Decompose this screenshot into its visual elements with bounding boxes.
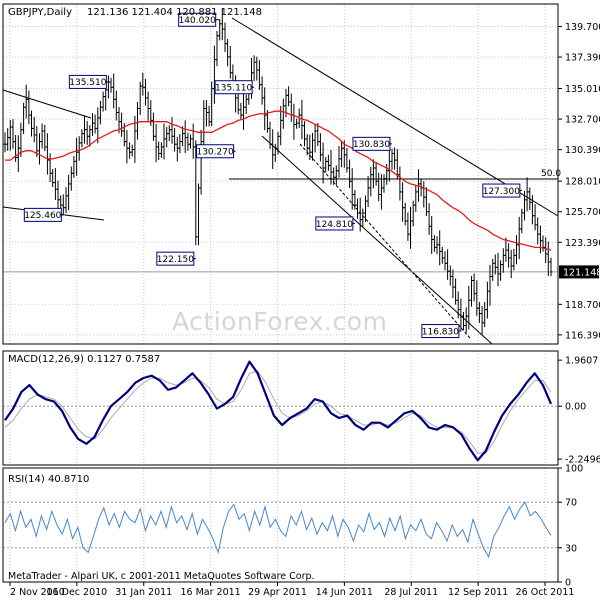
rsi-panel-title: RSI(14) 40.8710	[8, 474, 89, 485]
annotation-label: 135.110	[215, 84, 252, 94]
y-tick-label: 132.700	[565, 115, 600, 126]
x-tick-label: 2 Nov 2010	[10, 587, 65, 598]
y-tick-label: 123.390	[565, 238, 600, 249]
x-tick-label: 12 Sep 2011	[448, 587, 508, 598]
watermark: ActionForex.com	[172, 307, 387, 336]
y-tick-label: 118.700	[565, 300, 600, 311]
annotation-box	[178, 12, 217, 27]
price-panel-frame	[2, 3, 559, 345]
annotation-box	[482, 183, 521, 198]
x-tick-label: 14 Jun 2011	[316, 587, 373, 598]
annotation-label: 124.810	[316, 220, 353, 230]
x-tick-label: 31 Jan 2011	[115, 587, 172, 598]
macd-line	[4, 360, 553, 462]
y-tick-label: 125.700	[565, 207, 600, 218]
y-tick-label: 137.390	[565, 53, 600, 64]
annotation-label: 127.300	[483, 187, 520, 197]
annotation-box	[196, 144, 235, 159]
annotation-box	[23, 207, 62, 222]
y-tick-label: 135.010	[565, 84, 600, 95]
channel-lower-line	[261, 135, 493, 345]
fib-label: 50.0	[541, 169, 561, 179]
x-tick-label: 29 Apr 2011	[248, 587, 307, 598]
y-tick-label: 0	[565, 578, 571, 589]
macd-signal-line	[4, 370, 552, 454]
last-price-box	[559, 265, 599, 279]
last-price-label: 121.148	[563, 267, 600, 278]
annotation-box	[421, 324, 460, 339]
y-tick-label: 0.00	[565, 402, 586, 413]
y-tick-label: 100	[565, 464, 583, 475]
annotation-box	[156, 251, 195, 266]
price-panel-title: GBPJPY,Daily	[8, 7, 72, 18]
annotation-box	[214, 80, 253, 95]
trendline-main-down	[231, 17, 559, 217]
moving-average-line	[5, 110, 552, 251]
annotation-box	[352, 136, 391, 151]
annotation-label: 130.830	[353, 140, 390, 150]
rsi-line	[4, 501, 552, 559]
footer-copyright: MetaTrader - Alpari UK, c 2001-2011 Meta…	[8, 571, 315, 582]
macd-panel-frame	[2, 350, 559, 466]
y-tick-label: 128.010	[565, 177, 600, 188]
macd-panel-title: MACD(12,26,9) 0.1127 0.7587	[8, 354, 160, 365]
annotation-label: 122.150	[157, 255, 194, 265]
annotation-label: 116.830	[422, 327, 459, 337]
y-tick-label: 130.390	[565, 145, 600, 156]
annotation-label: 140.020	[179, 16, 216, 26]
x-tick-label: 16 Mar 2011	[181, 587, 241, 598]
x-tick-label: 16 Dec 2010	[47, 587, 108, 598]
y-tick-label: 139.700	[565, 22, 600, 33]
annotation-label: 125.460	[24, 211, 61, 221]
x-tick-label: 28 Jul 2011	[384, 587, 438, 598]
annotation-box	[68, 74, 107, 89]
y-tick-label: -2.2496	[565, 455, 600, 466]
trendline-upper-left	[2, 89, 92, 119]
y-tick-label: 30	[565, 543, 577, 554]
annotation-box	[315, 216, 354, 231]
annotation-label: 135.510	[69, 78, 106, 88]
rsi-panel-frame	[2, 467, 559, 583]
annotation-label: 130.270	[196, 148, 233, 158]
y-tick-label: 70	[565, 498, 577, 509]
channel-inner-line	[299, 143, 471, 339]
ohlc-readout: 121.136 121.404 120.881 121.148	[87, 7, 262, 18]
x-tick-label: 26 Oct 2011	[516, 587, 575, 598]
y-tick-label: 1.9607	[565, 356, 598, 367]
y-tick-label: 116.390	[565, 330, 600, 341]
